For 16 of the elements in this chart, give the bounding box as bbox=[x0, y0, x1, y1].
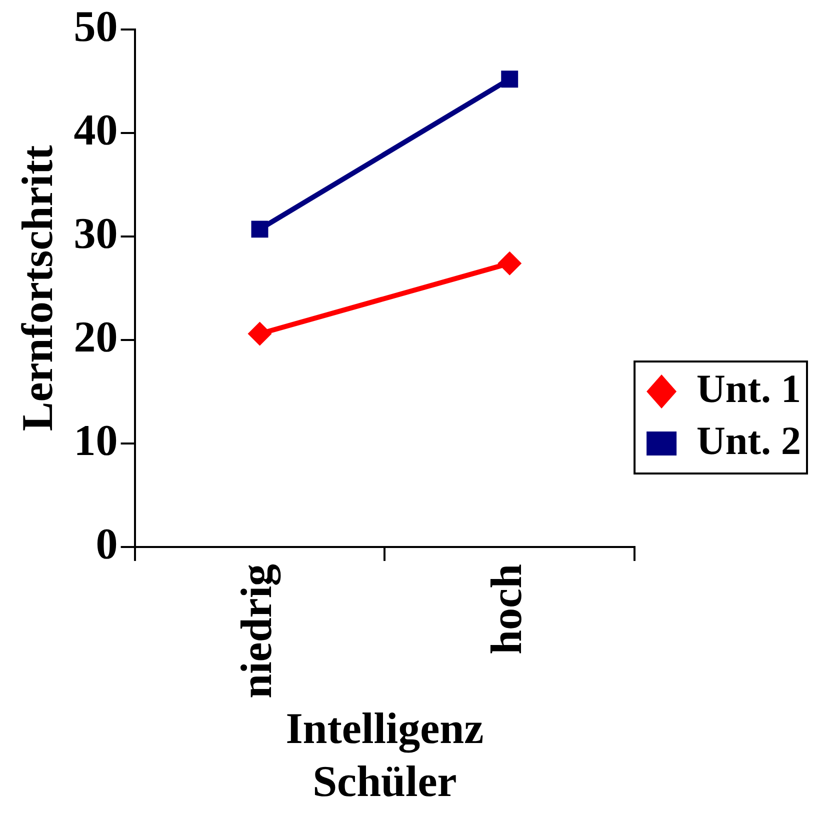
point bbox=[248, 322, 272, 346]
point bbox=[251, 220, 268, 238]
y-tick-label: 50 bbox=[74, 2, 118, 51]
legend-label: Unt. 1 bbox=[696, 366, 801, 411]
y-tick-label: 30 bbox=[74, 208, 118, 258]
x-tick-label: niedrig bbox=[232, 564, 282, 698]
y-tick-label: 40 bbox=[74, 105, 118, 154]
point bbox=[498, 251, 522, 276]
legend-label: Unt. 2 bbox=[696, 418, 801, 463]
y-tick-label: 0 bbox=[96, 519, 118, 568]
y-axis-title: Lernfortschritt bbox=[12, 144, 62, 432]
y-tick-label: 10 bbox=[74, 416, 118, 465]
x-axis-title: Intelligenz Schüler bbox=[286, 704, 484, 806]
y-tick-label: 20 bbox=[74, 312, 118, 362]
point bbox=[501, 70, 518, 88]
x-tick-label: hoch bbox=[482, 564, 531, 654]
